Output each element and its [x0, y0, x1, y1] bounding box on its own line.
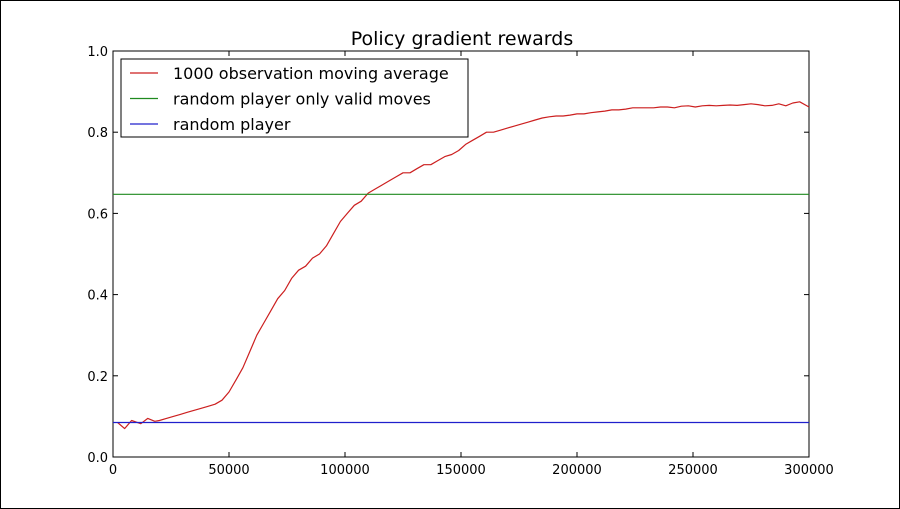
y-tick-label: 0.6: [87, 207, 108, 222]
y-tick-label: 0.2: [87, 370, 108, 385]
y-tick-label: 0.4: [87, 289, 108, 304]
legend-label: random player only valid moves: [173, 90, 431, 109]
y-tick-label: 0.8: [87, 126, 108, 141]
chart-title: Policy gradient rewards: [351, 28, 573, 50]
y-tick-label: 0.0: [87, 451, 108, 466]
legend: 1000 observation moving average random pl…: [120, 58, 469, 138]
x-tick-label: 150000: [436, 463, 486, 478]
y-tick-label: 1.0: [87, 45, 108, 60]
axes: 0 50000 100000 150000 200000 250000 300000 0.0 0…: [87, 45, 834, 478]
series-line-1: [117, 101, 810, 430]
x-tick-label: 200000: [552, 463, 602, 478]
legend-box: [120, 58, 469, 138]
x-tick-label: 0: [109, 463, 117, 478]
series-layer: [113, 101, 810, 430]
legend-label: random player: [173, 115, 291, 134]
legend-label: 1000 observation moving average: [173, 64, 449, 83]
x-tick-label: 300000: [784, 463, 834, 478]
x-tick-label: 250000: [668, 463, 718, 478]
x-tick-label: 100000: [320, 463, 370, 478]
x-tick-label: 50000: [208, 463, 249, 478]
